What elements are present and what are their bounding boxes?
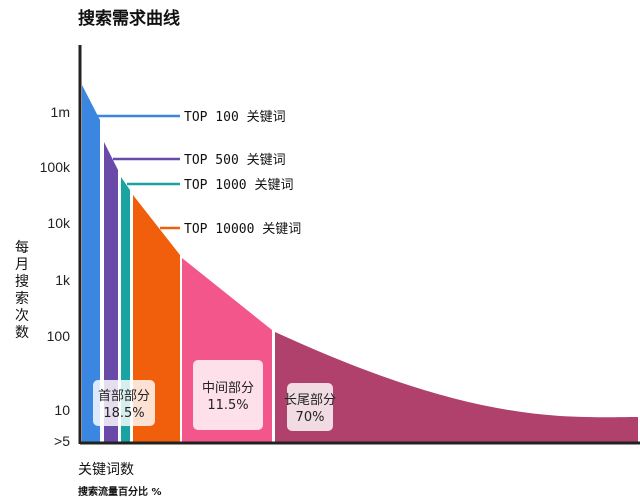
keyword-group-label: TOP 1000 关键词	[184, 178, 293, 193]
section-label-box	[193, 360, 263, 430]
y-label-char: 每	[15, 240, 29, 256]
keyword-group-area	[104, 142, 118, 443]
keyword-group-label: TOP 500 关键词	[184, 153, 286, 168]
long-tail-area	[275, 332, 638, 443]
section-name: 首部部分	[98, 389, 150, 404]
y-label-char: 数	[15, 325, 29, 341]
x-axis-label: 关键词数	[78, 462, 134, 478]
x-axis-sublabel: 搜索流量百分比 %	[78, 485, 162, 498]
keyword-group-label: TOP 10000 关键词	[184, 222, 301, 237]
y-tick-label: >5	[54, 433, 70, 449]
section-name: 中间部分	[202, 381, 254, 396]
y-label-char: 月	[15, 257, 29, 273]
keyword-group-area	[82, 85, 100, 443]
y-tick-label: 10	[54, 402, 70, 418]
y-label-char: 索	[15, 290, 29, 307]
section-percent: 70%	[296, 410, 325, 425]
y-label-char: 搜	[15, 274, 29, 290]
y-tick-label: 100	[47, 328, 71, 344]
section-label-box	[93, 380, 155, 426]
y-label-char: 次	[15, 308, 29, 324]
y-tick-label: 10k	[47, 215, 71, 231]
y-tick-label: 1k	[55, 272, 71, 288]
section-label-box	[287, 383, 333, 431]
chart-title: 搜索需求曲线	[78, 8, 180, 29]
section-percent: 11.5%	[207, 398, 248, 413]
y-tick-label: 1m	[51, 104, 70, 120]
keyword-group-label: TOP 100 关键词	[184, 110, 286, 125]
keyword-group-area	[121, 177, 130, 443]
section-name: 长尾部分	[284, 393, 336, 408]
y-tick-label: 100k	[40, 159, 71, 175]
section-percent: 18.5%	[103, 406, 144, 421]
